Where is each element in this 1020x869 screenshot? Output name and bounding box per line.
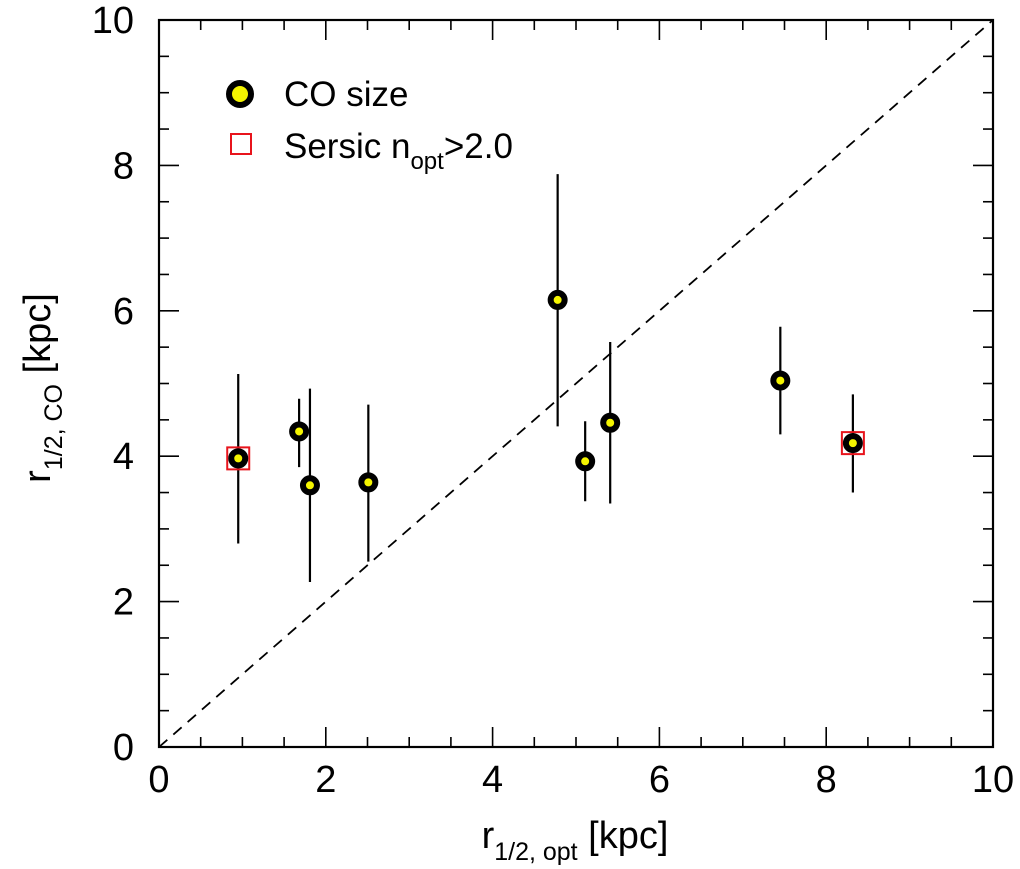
x-axis-title-main: r: [482, 815, 495, 857]
data-point-5: [547, 289, 568, 310]
y-axis-title-unit: [kpc]: [17, 293, 59, 384]
plot-frame: [157, 18, 995, 749]
plot-border: [157, 18, 995, 749]
legend: CO size Sersic nopt>2.0: [226, 75, 513, 175]
data-point-2: [289, 421, 310, 442]
y-tick-label: 4: [113, 436, 134, 478]
one-to-one-line: [158, 19, 994, 748]
y-tick-label: 6: [113, 291, 134, 333]
sersic-box-9: [840, 431, 865, 456]
data-point-4: [358, 472, 379, 493]
sersic-box-1: [226, 446, 251, 471]
legend-sersic-marker: [230, 133, 252, 155]
y-axis-title: r1/2, CO [kpc]: [17, 293, 68, 483]
x-axis-title-unit: [kpc]: [578, 815, 669, 857]
reference-line-layer: [158, 19, 994, 748]
y-tick-label: 8: [113, 145, 134, 187]
y-tick-label: 0: [113, 727, 134, 769]
x-axis-title-subscript: 1/2, opt: [494, 838, 577, 866]
points-layer: [228, 289, 863, 496]
x-tick-label: 0: [148, 759, 169, 801]
legend-co-size-text: CO size: [284, 75, 408, 114]
legend-sersic-subscript: opt: [410, 148, 444, 175]
x-tick-label: 2: [315, 759, 336, 801]
x-tick-label: 8: [816, 759, 837, 801]
sersic-markers-layer: [226, 431, 865, 471]
data-point-7: [600, 412, 621, 433]
y-axis-title-main: r: [17, 470, 59, 483]
legend-co-size-marker: [226, 80, 254, 108]
data-point-3: [299, 475, 320, 496]
data-point-8: [770, 370, 791, 391]
data-point-9: [842, 433, 863, 454]
y-axis-title-subscript: 1/2, CO: [40, 384, 68, 470]
x-axis-title: r1/2, opt [kpc]: [482, 815, 669, 866]
tick-labels-layer: 0 2 4 6 8 10 0 2 4 6 8 10: [92, 0, 1014, 801]
legend-co-size-label: CO size: [284, 75, 408, 114]
data-point-1: [228, 448, 249, 469]
legend-sersic-label: Sersic nopt>2.0: [284, 127, 513, 175]
x-tick-label: 4: [482, 759, 503, 801]
x-tick-label: 6: [649, 759, 670, 801]
legend-sersic-tail: >2.0: [444, 127, 513, 166]
legend-sersic-text: Sersic n: [284, 127, 410, 166]
y-tick-label: 2: [113, 582, 134, 624]
y-tick-label: 10: [92, 0, 134, 42]
error-bars-layer: [237, 174, 854, 582]
x-tick-label: 10: [972, 759, 1014, 801]
data-point-6: [575, 451, 596, 472]
